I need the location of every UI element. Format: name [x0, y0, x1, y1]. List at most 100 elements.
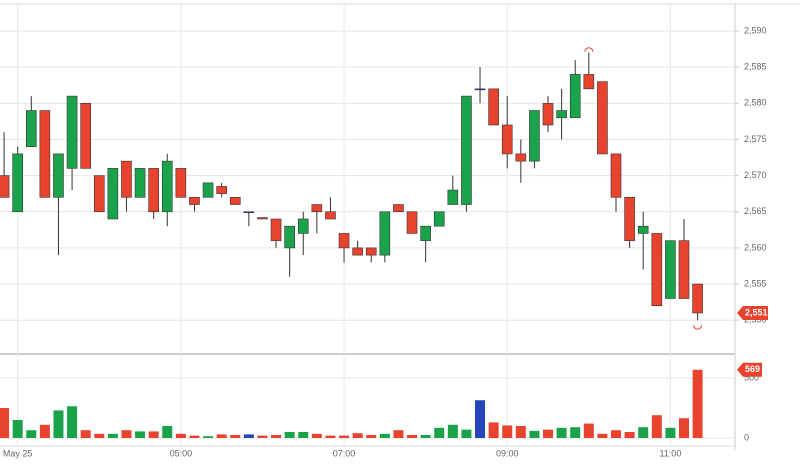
- high-marker: [584, 47, 594, 52]
- volume-bar: [271, 435, 282, 438]
- volume-bar: [311, 433, 322, 438]
- volume-bar: [597, 433, 608, 438]
- volume-bar: [624, 432, 635, 438]
- y-tick-label: 2,575: [744, 134, 767, 144]
- candle-body: [542, 103, 554, 126]
- candle-body: [474, 88, 486, 91]
- volume-bar: [0, 408, 10, 438]
- x-tick-label: May 25: [3, 448, 33, 458]
- volume-bar: [556, 427, 567, 438]
- candle-body: [0, 175, 10, 198]
- volume-bar: [570, 427, 581, 438]
- volume-bar: [611, 430, 622, 438]
- candle-body: [420, 225, 431, 241]
- volume-bar: [393, 430, 404, 438]
- candle-body: [556, 110, 567, 119]
- volume-bar: [162, 426, 173, 438]
- volume-bar: [284, 432, 295, 438]
- y-tick-label: 2,560: [744, 242, 767, 252]
- last-volume-label: 569: [745, 364, 760, 374]
- volume-bar: [298, 432, 309, 438]
- volume-bar: [26, 430, 37, 438]
- candle-body: [39, 110, 51, 198]
- x-tick-label: 07:00: [333, 448, 356, 458]
- candle-body: [624, 196, 635, 241]
- volume-bar: [665, 427, 676, 438]
- y-tick-label: 2,580: [744, 98, 767, 108]
- candle-body: [529, 110, 540, 162]
- candle-body: [461, 95, 472, 205]
- volume-bar: [488, 422, 499, 438]
- volume-bar: [243, 434, 254, 438]
- candle-body: [216, 186, 227, 194]
- candle-body: [297, 218, 309, 234]
- volume-bar: [461, 429, 472, 438]
- volume-bar: [216, 434, 227, 438]
- candle-body: [284, 225, 295, 249]
- candle-body: [189, 196, 200, 205]
- candle-body: [66, 95, 78, 169]
- volume-bar: [135, 431, 146, 438]
- candle-body: [365, 247, 377, 256]
- candle-body: [93, 175, 105, 213]
- y-tick-label: 2,565: [744, 206, 767, 216]
- volume-tick-label: 0: [744, 432, 749, 442]
- volume-bar: [434, 427, 445, 438]
- volume-bar: [94, 433, 105, 438]
- volume-bar: [679, 418, 690, 438]
- candle-body: [243, 211, 255, 214]
- candle-body: [338, 233, 350, 249]
- volume-bar: [529, 430, 540, 438]
- y-tick-label: 2,555: [744, 278, 767, 288]
- candle-body: [651, 233, 663, 307]
- candle-body: [583, 74, 595, 90]
- volume-bar: [352, 433, 363, 438]
- volume-bar: [583, 423, 594, 438]
- volume-bar: [651, 415, 662, 438]
- volume-bar: [175, 433, 186, 438]
- candle-body: [379, 211, 391, 256]
- candle-body: [257, 217, 268, 220]
- candle-body: [501, 124, 513, 155]
- candle-body: [161, 160, 173, 213]
- volume-bar: [325, 435, 336, 438]
- volume-bar: [379, 433, 390, 438]
- candle-body: [148, 168, 159, 213]
- y-tick-label: 2,585: [744, 62, 767, 72]
- volume-bar: [189, 435, 200, 438]
- volume-bar: [121, 430, 132, 438]
- low-marker: [693, 325, 703, 330]
- volume-bar: [107, 433, 118, 438]
- candle-body: [270, 218, 282, 241]
- volume-bar: [80, 430, 91, 438]
- candle-body: [610, 153, 622, 198]
- y-tick-label: 2,570: [744, 170, 767, 180]
- candle-body: [134, 168, 146, 198]
- candle-body: [229, 196, 241, 205]
- volume-bar: [39, 424, 50, 438]
- volume-bar: [692, 369, 703, 438]
- candle-body: [692, 283, 703, 314]
- candle-body: [25, 110, 37, 147]
- volume-bar: [407, 435, 418, 438]
- candle-body: [488, 88, 499, 126]
- candle-body: [597, 81, 608, 155]
- candle-body: [53, 153, 64, 198]
- candle-body: [12, 153, 23, 213]
- candle-body: [393, 204, 404, 213]
- candle-body: [121, 160, 132, 198]
- last-volume-tag: [737, 362, 762, 377]
- volume-bar: [366, 435, 377, 438]
- candle-body: [433, 211, 445, 227]
- candle-body: [678, 240, 690, 299]
- volume-bar: [339, 435, 350, 438]
- volume-bar: [420, 435, 431, 438]
- volume-bar: [447, 424, 458, 438]
- volume-bar: [257, 435, 268, 438]
- candle-body: [107, 168, 119, 220]
- volume-bar: [543, 429, 554, 438]
- candle-body: [311, 204, 323, 213]
- candle-body: [175, 168, 187, 198]
- volume-bar: [230, 435, 241, 438]
